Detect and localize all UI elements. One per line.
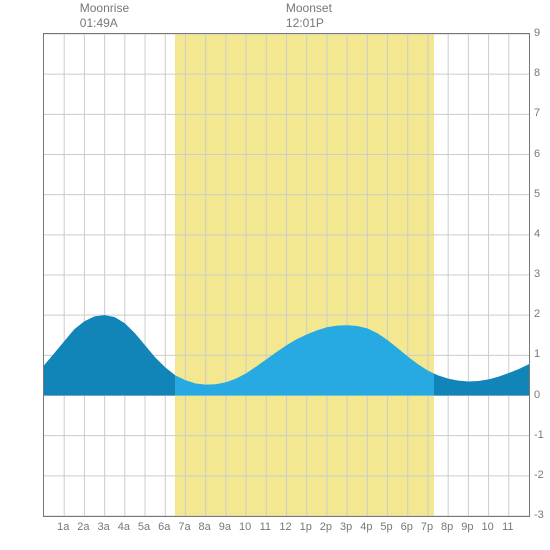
x-tick-label: 2p bbox=[320, 521, 332, 533]
x-tick-label: 4a bbox=[118, 521, 130, 533]
moonrise-label: Moonrise 01:49A bbox=[80, 1, 129, 31]
y-tick-label: -1 bbox=[534, 429, 544, 441]
y-tick-label: 5 bbox=[534, 188, 540, 200]
moonset-title: Moonset bbox=[286, 1, 332, 15]
moonrise-title: Moonrise bbox=[80, 1, 129, 15]
x-tick-label: 6p bbox=[401, 521, 413, 533]
y-tick-label: 2 bbox=[534, 308, 540, 320]
x-tick-label: 2a bbox=[77, 521, 89, 533]
x-tick-label: 3a bbox=[98, 521, 110, 533]
plot-area bbox=[43, 33, 530, 517]
x-tick-label: 9p bbox=[461, 521, 473, 533]
x-tick-label: 8p bbox=[441, 521, 453, 533]
x-tick-label: 8a bbox=[199, 521, 211, 533]
grid bbox=[44, 34, 529, 516]
y-tick-label: 7 bbox=[534, 107, 540, 119]
x-tick-label: 4p bbox=[360, 521, 372, 533]
x-tick-label: 6a bbox=[158, 521, 170, 533]
y-tick-label: 6 bbox=[534, 148, 540, 160]
plot-svg bbox=[44, 34, 529, 516]
x-tick-label: 11 bbox=[260, 521, 271, 533]
y-tick-label: -2 bbox=[534, 469, 544, 481]
tide-chart: Moonrise 01:49A Moonset 12:01P 1a 2a 3a 4a 5… bbox=[0, 0, 550, 550]
x-tick-label: 5p bbox=[380, 521, 392, 533]
y-tick-label: 8 bbox=[534, 67, 540, 79]
x-tick-label: 12 bbox=[279, 521, 291, 533]
y-tick-label: 9 bbox=[534, 27, 540, 39]
moonset-label: Moonset 12:01P bbox=[286, 1, 332, 31]
x-tick-label: 5a bbox=[138, 521, 150, 533]
x-tick-label: 11 bbox=[502, 521, 513, 533]
y-tick-label: 3 bbox=[534, 268, 540, 280]
x-tick-label: 10 bbox=[481, 521, 493, 533]
x-tick-label: 1a bbox=[57, 521, 69, 533]
moonset-time: 12:01P bbox=[286, 16, 332, 31]
y-tick-label: 4 bbox=[534, 228, 540, 240]
y-tick-label: -3 bbox=[534, 509, 544, 521]
x-tick-label: 10 bbox=[239, 521, 251, 533]
x-tick-label: 7p bbox=[421, 521, 433, 533]
moonrise-time: 01:49A bbox=[80, 16, 129, 31]
y-tick-label: 1 bbox=[534, 348, 540, 360]
x-tick-label: 3p bbox=[340, 521, 352, 533]
x-tick-label: 7a bbox=[178, 521, 190, 533]
x-tick-label: 1p bbox=[300, 521, 312, 533]
x-tick-label: 9a bbox=[219, 521, 231, 533]
y-tick-label: 0 bbox=[534, 389, 540, 401]
